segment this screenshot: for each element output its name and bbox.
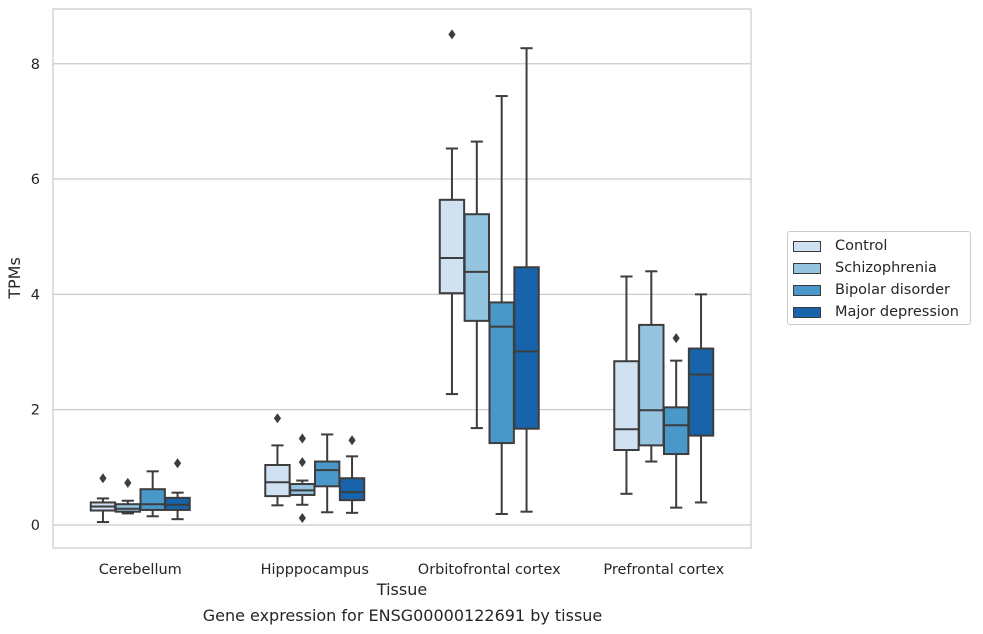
y-tick-label: 4 [31, 287, 40, 303]
box-body [513, 266, 540, 430]
x-axis-label: Tissue [376, 580, 427, 599]
y-tick-label: 2 [31, 403, 40, 419]
y-tick-label: 6 [31, 172, 40, 188]
box-body [139, 488, 166, 511]
box-prefrontal-cortex-bipolar-disorder [662, 333, 690, 509]
box-prefrontal-cortex-control [613, 275, 640, 495]
outlier-point [298, 513, 306, 524]
box-body [687, 347, 715, 437]
outlier-point [348, 435, 356, 446]
box-orbitofrontal-cortex-control [438, 29, 466, 396]
x-tick-labels: Cerebellum Hipppocampus Orbitofrontal cort… [99, 562, 725, 578]
outlier-point [273, 413, 282, 424]
grid-lines [53, 63, 751, 526]
x-tick-label-hipppocampus: Hipppocampus [261, 562, 369, 578]
outlier-point [173, 458, 182, 469]
legend-item-bipolar-disorder: Bipolar disorder [793, 280, 950, 300]
legend-label-bipolar-disorder: Bipolar disorder [835, 282, 950, 298]
legend-item-control: Control [793, 236, 887, 256]
legend-swatch-schizophrenia [793, 262, 821, 274]
legend-item-schizophrenia: Schizophrenia [793, 258, 937, 278]
box-body [488, 301, 515, 445]
y-axis-label: TPMs [5, 257, 24, 300]
outlier-point [124, 477, 132, 488]
chart-caption: Gene expression for ENSG00000122691 by t… [202, 606, 603, 625]
x-tick-label-orbitofrontal-cortex: Orbitofrontal cortex [418, 562, 561, 578]
box-prefrontal-cortex-schizophrenia [638, 270, 665, 463]
legend-swatch-bipolar-disorder [793, 284, 821, 296]
legend-label-schizophrenia: Schizophrenia [835, 260, 937, 276]
x-tick-label-cerebellum: Cerebellum [99, 562, 182, 578]
outlier-point [99, 473, 107, 484]
legend-label-control: Control [835, 238, 888, 254]
outlier-point [298, 433, 306, 444]
y-tick-labels: 0 2 4 6 8 [31, 57, 40, 534]
box-body [662, 406, 690, 456]
box-hipppocampus-schizophrenia [289, 433, 316, 524]
box-orbitofrontal-cortex-schizophrenia [463, 140, 491, 430]
legend-swatch-control [793, 240, 821, 252]
outlier-point [672, 333, 680, 344]
box-body [313, 460, 341, 488]
legend: Control Schizophrenia Bipolar disorder M… [787, 231, 971, 325]
box-cerebellum-bipolar-disorder [139, 470, 166, 518]
y-tick-label: 0 [31, 518, 40, 534]
legend-label-major-depression: Major depression [835, 304, 959, 320]
outlier-point [298, 457, 306, 468]
box-body [613, 360, 640, 452]
box-cerebellum-schizophrenia [114, 477, 142, 515]
x-tick-label-prefrontal-cortex: Prefrontal cortex [603, 562, 724, 578]
box-body [463, 213, 491, 322]
y-tick-label: 8 [31, 57, 40, 73]
box-cerebellum-major-depression [164, 458, 191, 521]
box-hipppocampus-major-depression [338, 435, 366, 514]
box-body [338, 477, 366, 502]
boxes [89, 29, 715, 524]
box-body [638, 323, 665, 447]
plot-frame [52, 8, 752, 549]
box-orbitofrontal-cortex-major-depression [513, 47, 540, 513]
outlier-point [448, 29, 456, 40]
box-hipppocampus-control [264, 413, 291, 507]
legend-swatch-major-depression [793, 306, 821, 318]
legend-item-major-depression: Major depression [793, 302, 959, 322]
box-prefrontal-cortex-major-depression [687, 293, 715, 504]
box-body [438, 198, 466, 295]
box-cerebellum-control [89, 473, 117, 524]
box-body [264, 463, 291, 498]
box-hipppocampus-bipolar-disorder [313, 433, 341, 514]
box-orbitofrontal-cortex-bipolar-disorder [488, 95, 515, 515]
